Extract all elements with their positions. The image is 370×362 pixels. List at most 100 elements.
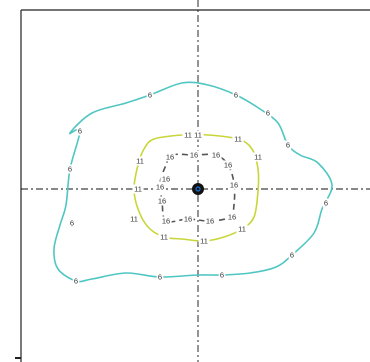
contour-label-text: 6 [148,91,152,100]
contour-label-text: 11 [184,131,192,140]
contour-label-text: 16 [156,183,164,192]
contour-label-11: 11 [182,130,194,140]
contour-label-text: 6 [70,219,74,228]
contour-label-text: 16 [184,215,192,224]
contour-label-11: 11 [198,236,210,246]
contour-label-bg [198,236,210,246]
contour-label-bg [76,126,84,136]
contour-label-bg [226,212,238,222]
contour-label-16: 16 [154,182,166,192]
contour-label-text: 6 [290,251,294,260]
contour-label-6: 6 [288,250,296,260]
contour-label-11: 11 [132,184,144,194]
center-marker [192,183,204,195]
contour-label-6: 6 [76,126,84,136]
contour-label-bg [164,152,176,162]
contour-label-16: 16 [222,160,234,170]
contour-label-6: 6 [146,90,154,100]
contour-label-16: 16 [210,150,222,160]
contour-label-bg [132,184,144,194]
contour-label-bg [264,108,272,118]
contour-label-6: 6 [322,198,330,208]
contour-label-text: 11 [238,225,246,234]
contour-label-text: 11 [200,237,208,246]
contour-label-text: 6 [74,277,78,286]
contour-label-bg [128,214,140,224]
contour-label-text: 16 [228,213,236,222]
contour-label-11: 11 [232,134,244,144]
contour-label-bg [156,196,168,206]
contour-label-11: 11 [158,232,170,242]
contour-label-16: 16 [156,196,168,206]
contour-label-bg [322,198,330,208]
contour-label-bg [288,250,296,260]
contour-label-text: 16 [212,151,220,160]
contour-label-text: 11 [134,185,142,194]
contour-label-6: 6 [264,108,272,118]
contour-label-16: 16 [160,174,172,184]
contour-label-11: 11 [236,224,248,234]
contour-label-text: 6 [220,271,224,280]
contour-label-text: 16 [162,175,170,184]
contour-label-text: 16 [190,151,198,160]
contour-label-bg [284,140,292,150]
contour-label-6: 6 [156,272,164,282]
contour-label-text: 16 [206,217,214,226]
contour-label-bg [204,216,216,226]
contour-label-bg [218,270,226,280]
crosshair [21,0,370,362]
contour-label-bg [156,272,164,282]
contour-label-bg [154,182,166,192]
contour-label-bg [188,150,200,160]
contour-label-bg [252,152,264,162]
contour-label-bg [182,130,194,140]
contour-label-bg [68,218,76,228]
contour-label-bg [146,90,154,100]
contour-label-bg [236,224,248,234]
contour-label-text: 11 [254,153,262,162]
contour-label-16: 16 [228,180,240,190]
contour-label-text: 6 [324,199,328,208]
contour-label-text: 6 [78,127,82,136]
contour-label-bg [134,156,146,166]
contour-label-text: 16 [158,197,166,206]
axes-frame [15,9,370,362]
contour-label-text: 11 [234,135,242,144]
contour-label-text: 6 [266,109,270,118]
contour-label-16: 16 [160,216,172,226]
contour-label-6: 6 [284,140,292,150]
contour-label-bg [228,180,240,190]
contour-label-bg [192,130,204,140]
contour-label-11: 11 [252,152,264,162]
contour-label-bg [160,216,172,226]
contour-label-bg [232,90,240,100]
contour-label-text: 16 [224,161,232,170]
contour-label-bg [210,150,222,160]
contour-label-bg [160,174,172,184]
contour-label-text: 11 [130,215,138,224]
contour-label-bg [232,134,244,144]
contour-label-text: 6 [68,165,72,174]
contour-label-text: 16 [166,153,174,162]
contour-label-16: 16 [188,150,200,160]
contour-label-bg [72,276,80,286]
contour-label-text: 11 [160,233,168,242]
contour-label-text: 16 [162,217,170,226]
center-dot [192,183,204,195]
contour-label-6: 6 [72,276,80,286]
contour-label-text: 6 [158,273,162,282]
contour-label-11: 11 [128,214,140,224]
contour-label-text: 11 [136,157,144,166]
center-ring [195,186,201,192]
contour-label-text: 6 [286,141,290,150]
contour-label-11: 11 [134,156,146,166]
contour-label-bg [182,214,194,224]
contour-label-bg [158,232,170,242]
contour-label-16: 16 [204,216,216,226]
contour-label-16: 16 [164,152,176,162]
contour-label-6: 6 [232,90,240,100]
contour-label-16: 16 [226,212,238,222]
contour-label-16: 16 [182,214,194,224]
